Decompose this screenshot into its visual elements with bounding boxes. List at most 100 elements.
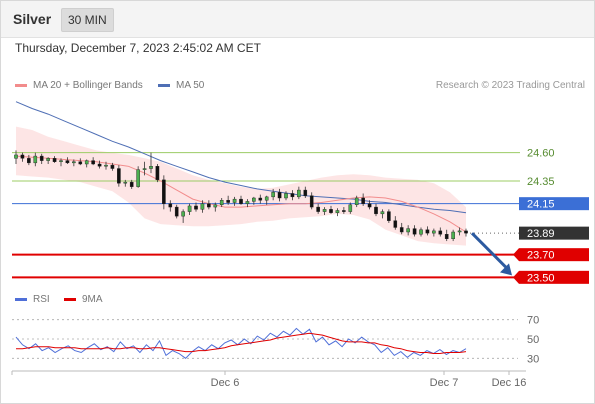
- candle-body: [162, 179, 166, 204]
- candle-body: [412, 228, 417, 235]
- candle-body: [252, 197, 256, 202]
- candle-body: [181, 211, 185, 217]
- legend-9ma: 9MA: [64, 294, 103, 305]
- rsi-swatch: [15, 297, 27, 301]
- candle-body: [39, 155, 44, 161]
- candle-body: [457, 230, 462, 233]
- candle-body: [226, 200, 230, 203]
- interval-button[interactable]: 30 MIN: [61, 8, 114, 32]
- x-tick-label: Dec 7: [430, 377, 459, 389]
- candle-body: [213, 204, 218, 208]
- legend-ma50: MA 50: [158, 80, 204, 91]
- candle-body: [239, 198, 243, 204]
- candle-body: [335, 210, 340, 213]
- candle-body: [419, 229, 423, 235]
- rsi-label: RSI: [33, 294, 50, 305]
- candle-body: [284, 193, 288, 199]
- candle-body: [200, 203, 205, 210]
- forecast-arrow-head: [500, 263, 512, 276]
- candle-body: [380, 211, 385, 215]
- candle-body: [174, 206, 179, 217]
- x-tick-label: Dec 6: [211, 377, 240, 389]
- forecast-arrow-shaft: [470, 232, 510, 271]
- candle-body: [303, 189, 308, 196]
- candle-body: [219, 200, 224, 205]
- candle-body: [155, 166, 160, 181]
- level-label-24.60: 24.60: [527, 148, 555, 160]
- level-box-24.15: [519, 197, 589, 211]
- candle-body: [20, 154, 25, 159]
- candle-body: [129, 181, 134, 187]
- candle-body: [149, 166, 153, 169]
- legend-ma20: MA 20 + Bollinger Bands: [15, 80, 143, 91]
- candle-body: [444, 234, 449, 239]
- candle-body: [78, 161, 83, 165]
- candle-body: [187, 205, 192, 212]
- level-label-24.15: 24.15: [527, 199, 555, 211]
- candle-body: [65, 160, 70, 164]
- 9ma-swatch: [64, 297, 76, 301]
- candle-body: [425, 229, 430, 234]
- candle-body: [33, 155, 38, 164]
- candle-body: [464, 230, 468, 234]
- timestamp: Thursday, December 7, 2023 2:45:02 AM CE…: [15, 41, 261, 55]
- level-pointer-23.50: [513, 270, 519, 284]
- credit-text: Research © 2023 Trading Central: [435, 80, 585, 91]
- ma20-swatch: [15, 83, 27, 87]
- x-tick-label: Dec 16: [492, 377, 527, 389]
- candle-body: [258, 197, 263, 201]
- candle-body: [194, 205, 198, 210]
- candle-body: [46, 158, 50, 161]
- level-box-23.70: [519, 248, 589, 262]
- candle-body: [207, 203, 211, 208]
- rsi-level-label-50: 50: [527, 334, 539, 346]
- candle-body: [387, 211, 391, 221]
- candle-body: [406, 228, 410, 233]
- candle-body: [451, 231, 455, 239]
- candle-body: [348, 204, 353, 212]
- candle-body: [97, 163, 102, 167]
- candle-body: [123, 181, 128, 184]
- candle-body: [245, 201, 250, 204]
- ma20-line: [15, 155, 467, 233]
- ma20-label: MA 20 + Bollinger Bands: [33, 80, 143, 91]
- candle-body: [232, 198, 237, 203]
- candle-body: [432, 230, 436, 234]
- candle-body: [399, 227, 404, 233]
- candle-body: [438, 230, 443, 235]
- level-box-23.50: [519, 270, 589, 284]
- level-pointer-23.70: [513, 248, 519, 262]
- candle-body: [27, 158, 31, 164]
- candle-body: [59, 160, 63, 162]
- bollinger-band: [16, 126, 466, 246]
- rsi-level-label-30: 30: [527, 353, 539, 365]
- level-label-24.35: 24.35: [527, 176, 555, 188]
- rsi-level-label-70: 70: [527, 315, 539, 327]
- candle-body: [342, 210, 346, 212]
- candle-body: [354, 197, 359, 205]
- candle-body: [104, 164, 108, 167]
- candle-body: [322, 209, 327, 212]
- candle-body: [393, 220, 398, 228]
- level-label-23.89: 23.89: [527, 228, 555, 240]
- candle-body: [142, 168, 147, 170]
- candle-body: [72, 161, 76, 164]
- ma50-swatch: [158, 83, 170, 87]
- level-label-23.70: 23.70: [527, 250, 555, 262]
- candle-body: [316, 206, 320, 212]
- candle-body: [117, 168, 121, 184]
- rsi-line: [15, 327, 467, 359]
- candle-body: [14, 154, 18, 159]
- candle-body: [297, 189, 301, 198]
- ma50-label: MA 50: [176, 80, 205, 91]
- level-box-23.89: [519, 226, 589, 240]
- candle-body: [271, 192, 275, 198]
- candle-body: [264, 196, 269, 201]
- widget-header: Silver 30 MIN: [1, 1, 594, 38]
- candle-body: [309, 195, 314, 208]
- ma50-line: [15, 101, 467, 214]
- candle-body: [136, 169, 140, 187]
- instrument-title: Silver: [13, 11, 52, 27]
